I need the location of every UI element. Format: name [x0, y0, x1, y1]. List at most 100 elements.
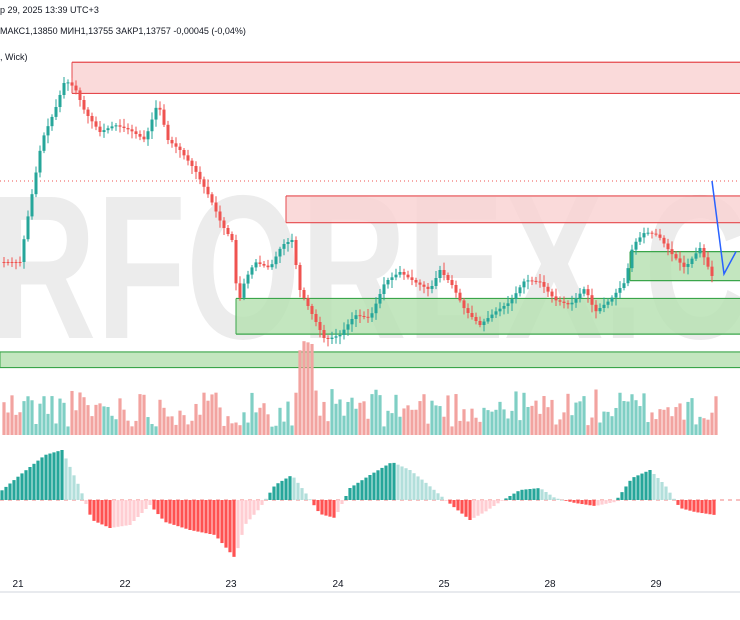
candle-body [278, 248, 282, 257]
oscillator-bar [492, 500, 496, 506]
candle-body [558, 300, 562, 302]
x-tick-label: 29 [650, 579, 662, 590]
volume-bar [366, 418, 370, 435]
volume-bar [510, 410, 514, 435]
volume-bar [138, 394, 142, 435]
oscillator-bar [620, 492, 624, 500]
candle-body [66, 82, 70, 84]
candle-body [390, 277, 394, 280]
volume-bar [98, 403, 102, 435]
oscillator-bar [528, 489, 532, 500]
oscillator-bar [40, 457, 44, 500]
candle-body [238, 283, 242, 298]
oscillator-bar [324, 500, 328, 516]
oscillator-bar [408, 470, 412, 500]
oscillator-bar [396, 464, 400, 500]
candle-body [306, 298, 310, 306]
candle-body [374, 303, 378, 314]
oscillator-bar [256, 500, 260, 511]
volume-bar [402, 408, 406, 435]
candle-body [242, 283, 246, 298]
candle-body [162, 109, 166, 125]
volume-bar [266, 414, 270, 435]
volume-bar [194, 403, 198, 435]
oscillator-bar [548, 494, 552, 500]
volume-bar [694, 424, 698, 435]
candle-body [610, 297, 614, 302]
oscillator-bar [96, 500, 100, 523]
candle-body [434, 278, 438, 286]
candle-body [422, 284, 426, 287]
volume-bar [502, 409, 506, 435]
oscillator-bar [708, 500, 712, 515]
volume-bar [682, 419, 686, 435]
oscillator-bar [608, 500, 612, 503]
volume-bar [598, 422, 602, 435]
volume-bar [474, 417, 478, 435]
candle-body [146, 131, 150, 140]
candle-body [706, 257, 710, 267]
candle-body [578, 293, 582, 299]
volume-bar [470, 408, 474, 435]
oscillator-bar [704, 500, 708, 514]
volume-bar [82, 397, 86, 435]
volume-bar [230, 423, 234, 435]
candle-body [186, 155, 190, 161]
candle-body [678, 258, 682, 263]
oscillator-bar [572, 500, 576, 503]
oscillator-bar [472, 500, 476, 518]
oscillator-bar [100, 500, 104, 525]
volume-bar [18, 412, 22, 435]
volume-bar [22, 401, 26, 435]
volume-bar [386, 410, 390, 435]
candle-body [570, 302, 574, 305]
oscillator-bar [488, 500, 492, 509]
oscillator-bar [600, 500, 604, 505]
volume-bar [234, 422, 238, 435]
candle-body [406, 274, 410, 278]
oscillator-bar [356, 482, 360, 500]
volume-bar [626, 401, 630, 435]
candle-body [550, 291, 554, 297]
oscillator-bar [368, 475, 372, 500]
oscillator-bar [592, 500, 596, 506]
volume-bar [678, 403, 682, 435]
volume-bar [14, 414, 18, 435]
volume-bar [670, 416, 674, 435]
oscillator-bar [92, 500, 96, 521]
volume-bar [214, 392, 218, 435]
candle-body [194, 166, 198, 172]
oscillator-bar [544, 492, 548, 500]
oscillator-bar [392, 462, 396, 500]
oscillator-bar [248, 500, 252, 520]
candle-body [478, 321, 482, 325]
oscillator-bar [180, 500, 184, 528]
volume-bar [218, 407, 222, 435]
oscillator-bar [176, 500, 180, 527]
volume-bar [466, 421, 470, 435]
candle-body [666, 243, 670, 250]
oscillator-bar [196, 500, 200, 532]
volume-bar [566, 393, 570, 435]
candle-body [330, 337, 334, 339]
header-date: р 29, 2025 13:39 UTC+3 [0, 5, 99, 15]
oscillator-bar [460, 500, 464, 514]
volume-bar [90, 416, 94, 435]
oscillator-bar [636, 475, 640, 500]
oscillator-bar [660, 482, 664, 500]
oscillator-bar [672, 498, 676, 500]
oscillator-bar [516, 491, 520, 500]
oscillator-bar [424, 482, 428, 500]
oscillator-bar [536, 488, 540, 500]
candle-body [586, 289, 590, 296]
oscillator-bar [328, 500, 332, 517]
volume-bar [30, 400, 34, 435]
candle-body [90, 116, 94, 122]
volume-bar [206, 400, 210, 435]
zone-supply-0 [72, 62, 740, 94]
oscillator-bar [348, 488, 352, 500]
oscillator-bar [220, 500, 224, 544]
candle-body [518, 287, 522, 294]
oscillator-bar [228, 500, 232, 553]
